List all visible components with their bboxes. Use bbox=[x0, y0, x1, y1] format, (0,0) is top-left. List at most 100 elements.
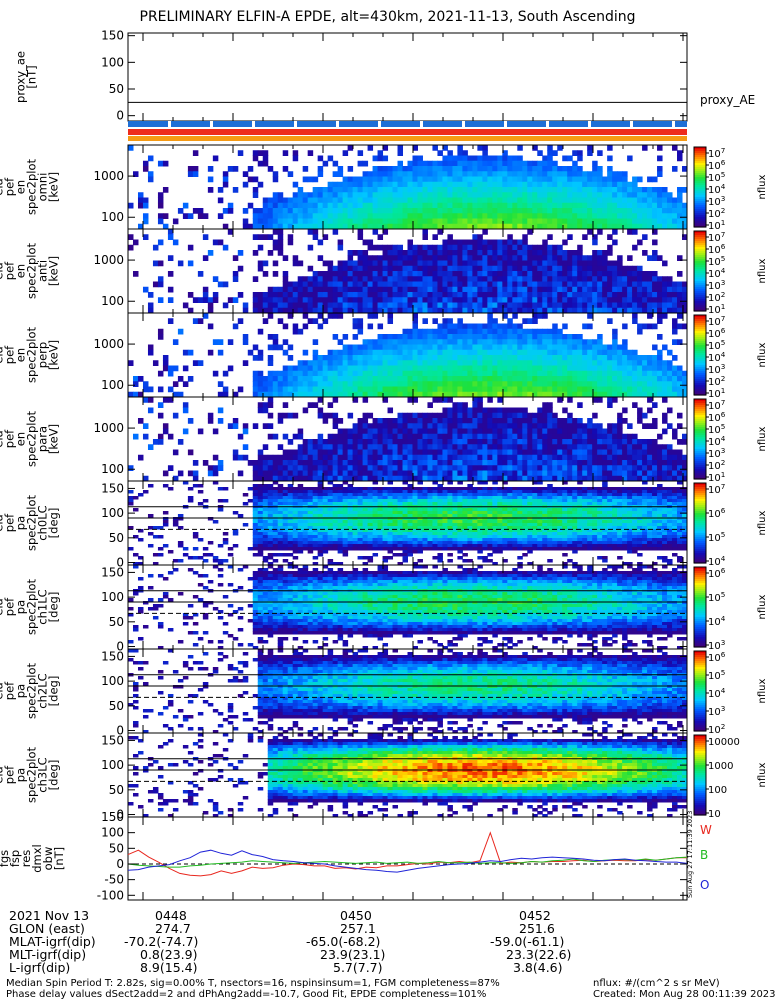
spec-cell bbox=[347, 465, 354, 471]
spec-cell bbox=[262, 213, 269, 219]
spec-cell bbox=[517, 286, 523, 293]
spec-cell bbox=[512, 355, 518, 361]
spec-cell bbox=[492, 318, 498, 324]
colorbar-title-4: nflux bbox=[757, 426, 768, 451]
spec-cell bbox=[262, 475, 269, 482]
spec-cell bbox=[632, 286, 638, 293]
spec-cell bbox=[552, 171, 558, 177]
colorbar-cell bbox=[694, 151, 706, 154]
spec-cell bbox=[537, 292, 543, 298]
spec-cell bbox=[487, 360, 493, 366]
spec-cell bbox=[547, 475, 553, 482]
spec-cell bbox=[312, 197, 319, 204]
spec-cell bbox=[422, 439, 428, 445]
spec-cell bbox=[392, 381, 399, 387]
spec-cell bbox=[467, 439, 473, 445]
spec-cell bbox=[617, 307, 623, 314]
spec-cell bbox=[157, 334, 164, 340]
spec-cell bbox=[427, 391, 433, 398]
spec-cell bbox=[297, 391, 304, 398]
spec-cell bbox=[357, 187, 364, 193]
spec-cell bbox=[252, 234, 259, 240]
spec-cell bbox=[437, 381, 443, 387]
spec-cell bbox=[317, 313, 324, 319]
pa-cell bbox=[152, 562, 159, 566]
spec-cell bbox=[622, 223, 628, 230]
spec-cell bbox=[432, 428, 438, 435]
spec-cell bbox=[547, 218, 553, 225]
spec-cell bbox=[542, 344, 548, 351]
spec-cell bbox=[382, 433, 389, 440]
spec-cell bbox=[392, 265, 399, 272]
spec-cell bbox=[662, 370, 668, 377]
colorbar-cell bbox=[694, 449, 706, 452]
pa-cell bbox=[187, 499, 194, 503]
spec-cell bbox=[422, 334, 428, 340]
colorbar-cell bbox=[694, 455, 706, 458]
spec-cell bbox=[292, 460, 299, 466]
spec-cell bbox=[337, 292, 344, 298]
spec-cell bbox=[607, 349, 613, 356]
spec-cell bbox=[327, 208, 334, 214]
spec-cell bbox=[402, 449, 408, 456]
spec-cell bbox=[672, 202, 678, 209]
spec-cell bbox=[557, 355, 563, 361]
spec-cell bbox=[582, 197, 588, 204]
spec-cell bbox=[207, 297, 214, 303]
spec-cell bbox=[387, 428, 394, 435]
spec-cell bbox=[392, 418, 399, 424]
spec-cell bbox=[422, 197, 428, 204]
spec-cell bbox=[657, 449, 663, 456]
spec-cell bbox=[337, 271, 344, 277]
spec-cell bbox=[497, 355, 503, 361]
spec-cell bbox=[557, 397, 563, 403]
spec-cell bbox=[622, 323, 628, 330]
spec-cell bbox=[252, 150, 259, 156]
spec-cell bbox=[457, 439, 463, 445]
spec-cell bbox=[557, 334, 563, 340]
spec-cell bbox=[677, 313, 683, 319]
colorbar-cell bbox=[694, 369, 706, 372]
spec-cell bbox=[407, 460, 413, 466]
spec-cell bbox=[472, 187, 478, 193]
spec-cell bbox=[387, 171, 394, 177]
spec-cell bbox=[562, 155, 568, 162]
spec-cell bbox=[612, 365, 618, 372]
spec-cell bbox=[617, 260, 623, 267]
spec-cell bbox=[627, 439, 633, 445]
spec-cell bbox=[307, 449, 314, 456]
spec-cell bbox=[672, 428, 678, 435]
spec-cell bbox=[622, 444, 628, 450]
spec-cell bbox=[517, 460, 523, 466]
spec-cell bbox=[537, 454, 543, 461]
spec-cell bbox=[387, 192, 394, 198]
spec-cell bbox=[587, 307, 593, 314]
spec-cell bbox=[602, 181, 608, 188]
spec-cell bbox=[467, 244, 473, 251]
spec-cell bbox=[342, 454, 349, 461]
spec-cell bbox=[617, 360, 623, 366]
spec-cell bbox=[472, 370, 478, 377]
spec-cell bbox=[262, 444, 269, 450]
colorbar-cell bbox=[694, 371, 706, 374]
spec-cell bbox=[452, 349, 458, 356]
spec-cell bbox=[537, 433, 543, 440]
spec-cell bbox=[397, 292, 404, 298]
spec-cell bbox=[537, 166, 543, 172]
spec-cell bbox=[292, 381, 299, 387]
spec-cell bbox=[207, 307, 214, 314]
spec-cell bbox=[262, 318, 269, 324]
spec-cell bbox=[287, 307, 294, 314]
spec-cell bbox=[527, 339, 533, 345]
spec-cell bbox=[367, 302, 374, 309]
spec-cell bbox=[327, 370, 334, 377]
spec-cell bbox=[512, 239, 518, 246]
spec-cell bbox=[667, 286, 673, 293]
spec-cell bbox=[502, 307, 508, 314]
spec-cell bbox=[522, 365, 528, 372]
spec-cell bbox=[622, 208, 628, 214]
spec-cell bbox=[362, 218, 369, 225]
spec-cell bbox=[332, 171, 339, 177]
spec-cell bbox=[597, 439, 603, 445]
